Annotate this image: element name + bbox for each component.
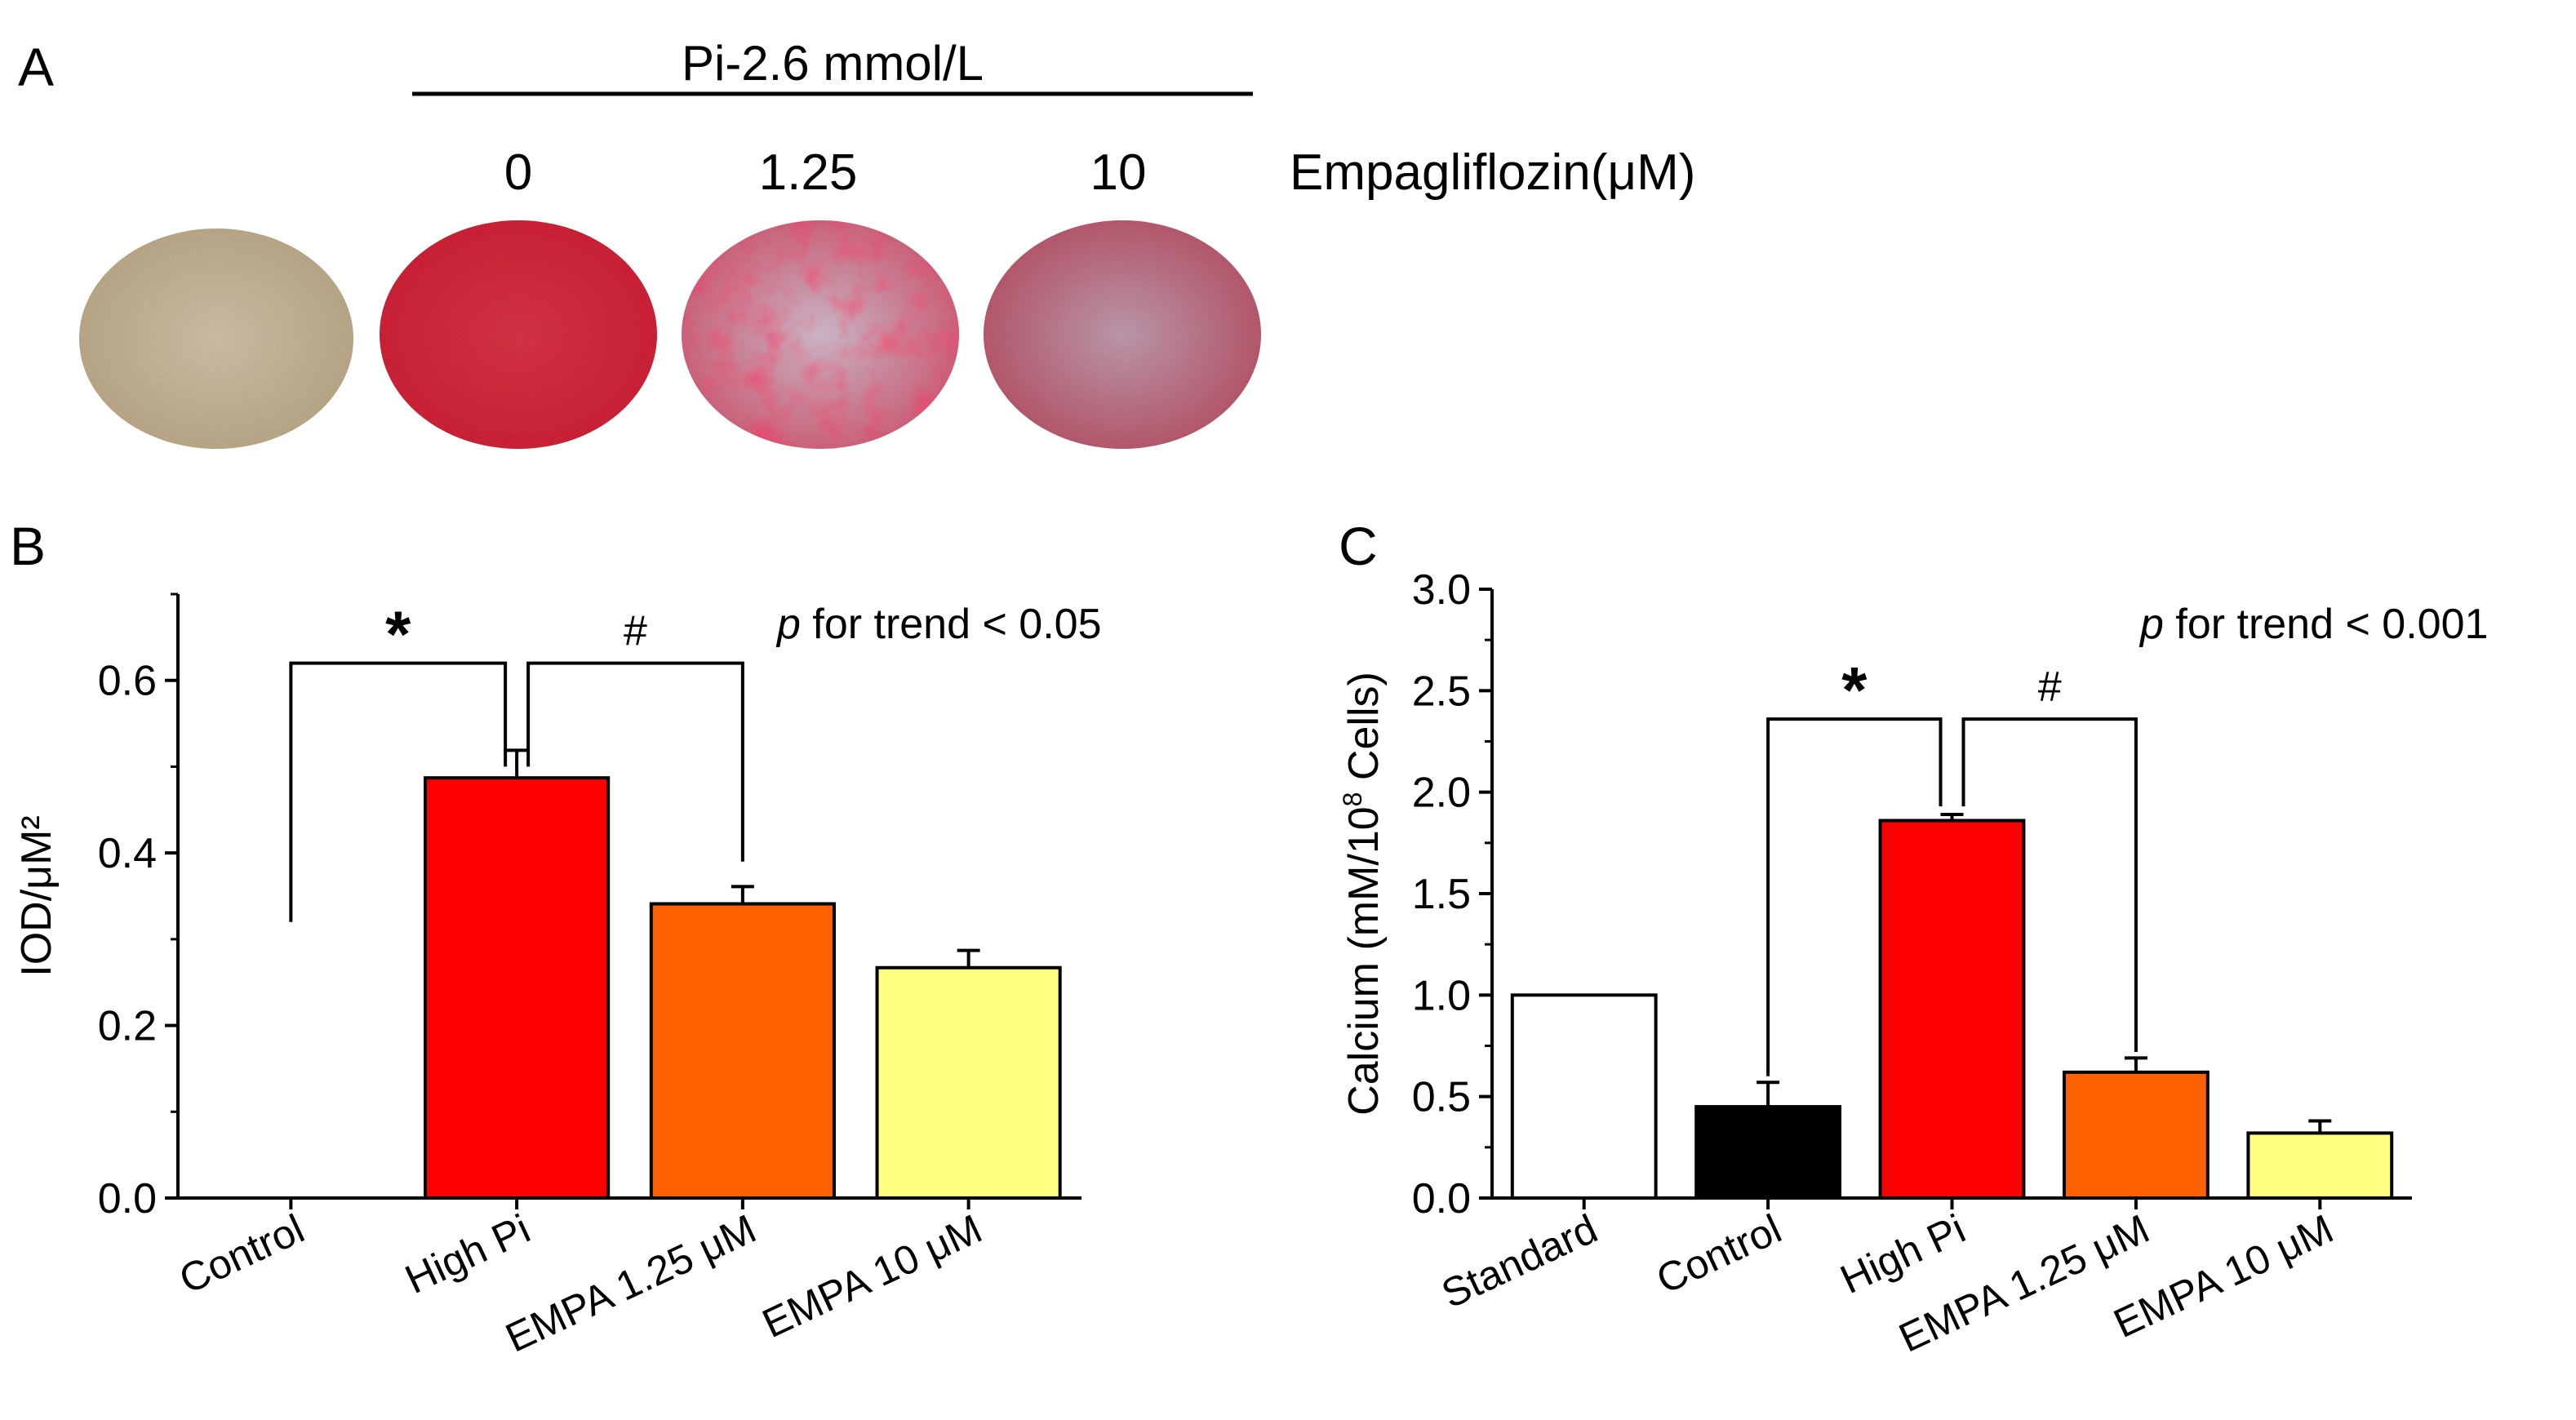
y-axis-label: Calcium (mM/108 Cells) [1338, 672, 1388, 1116]
panel-b-letter: B [10, 516, 46, 576]
concentration-label-2: 10 [1090, 144, 1147, 201]
x-tick-label: High Pi [398, 1205, 537, 1302]
y-axis-label-sup: 8 [1338, 792, 1367, 807]
trend-text: for trend < 0.001 [2164, 601, 2489, 648]
concentration-title: Empagliflozin(μM) [1290, 144, 1695, 201]
significance-bracket [289, 661, 508, 922]
x-tick-label: Control [172, 1205, 311, 1302]
panel-a-letter: A [18, 37, 54, 97]
high-pi-well [380, 220, 657, 449]
concentration-label-0: 0 [504, 144, 532, 201]
y-tick-label: 0.4 [98, 830, 157, 877]
significance-bracket [526, 661, 744, 862]
significance-symbol: # [624, 608, 647, 655]
y-axis-label: IOD/μM² [13, 815, 60, 977]
bar [1510, 993, 1658, 1200]
y-tick-label: 0.0 [98, 1175, 157, 1223]
empa-1-25-well [682, 220, 959, 449]
significance-bracket [1766, 717, 1943, 1076]
y-tick-label: 0.2 [98, 1003, 157, 1050]
bar [2062, 1070, 2210, 1200]
y-tick-label: 0.5 [1412, 1074, 1471, 1121]
x-tick-label: EMPA 10 μM [756, 1205, 989, 1347]
y-tick-label: 2.0 [1412, 770, 1471, 817]
y-tick-label: 1.5 [1412, 871, 1471, 918]
y-tick-label: 2.5 [1412, 668, 1471, 715]
x-tick-label: Control [1650, 1205, 1788, 1302]
empa-10-well [984, 220, 1261, 449]
x-tick-label: High Pi [1833, 1205, 1972, 1302]
y-tick-label: 0.6 [98, 658, 157, 705]
trend-annotation: p for trend < 0.001 [2139, 601, 2488, 648]
bar [875, 965, 1062, 1200]
concentration-label-1: 1.25 [759, 144, 858, 201]
significance-bracket [1961, 717, 2138, 1052]
bar [424, 776, 611, 1200]
trend-p: p [2139, 601, 2164, 648]
panel-c-letter: C [1339, 516, 1378, 576]
pi-group-label: Pi-2.6 mmol/L [682, 36, 984, 91]
trend-p: p [775, 601, 801, 648]
y-tick-label: 3.0 [1412, 566, 1471, 614]
panel-a: A Pi-2.6 mmol/L 0 1.25 10 Empagliflozin(… [18, 36, 1695, 449]
y-tick-label: 1.0 [1412, 972, 1471, 1019]
bar [1878, 819, 2026, 1200]
x-tick-label: EMPA 1.25 μM [499, 1205, 762, 1361]
control-well [79, 229, 353, 449]
bar [1694, 1105, 1842, 1200]
significance-symbol: # [2038, 663, 2062, 711]
trend-annotation: p for trend < 0.05 [775, 601, 1102, 648]
y-axis-label-main: Calcium (mM/10 [1340, 806, 1388, 1116]
bar [649, 902, 836, 1200]
trend-text: for trend < 0.05 [801, 601, 1102, 648]
bar [2246, 1131, 2394, 1200]
significance-symbol: * [385, 598, 411, 671]
y-tick-label: 0.0 [1412, 1175, 1471, 1223]
y-axis-label-tail: Cells) [1340, 672, 1388, 792]
significance-symbol: * [1841, 654, 1868, 726]
